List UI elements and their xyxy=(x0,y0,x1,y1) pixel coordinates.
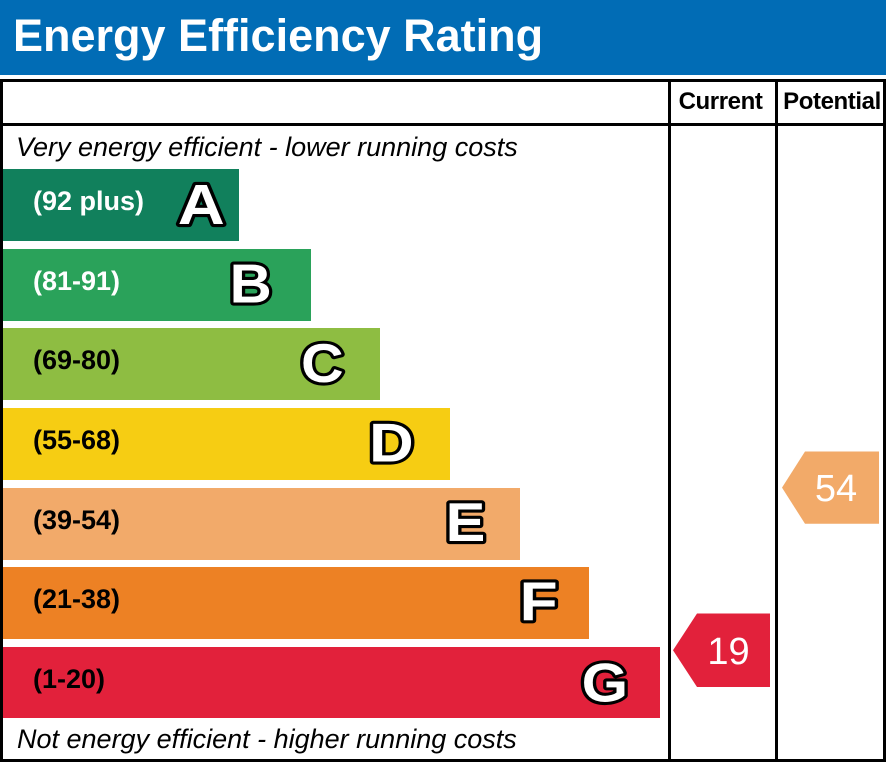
svg-text:D: D xyxy=(369,412,414,474)
svg-text:F: F xyxy=(520,571,558,633)
svg-text:54: 54 xyxy=(815,468,857,510)
svg-text:E: E xyxy=(446,491,486,553)
svg-text:A: A xyxy=(178,173,225,236)
svg-text:C: C xyxy=(301,332,344,394)
svg-text:G: G xyxy=(582,651,629,713)
svg-text:B: B xyxy=(230,253,272,315)
svg-text:19: 19 xyxy=(707,631,749,673)
